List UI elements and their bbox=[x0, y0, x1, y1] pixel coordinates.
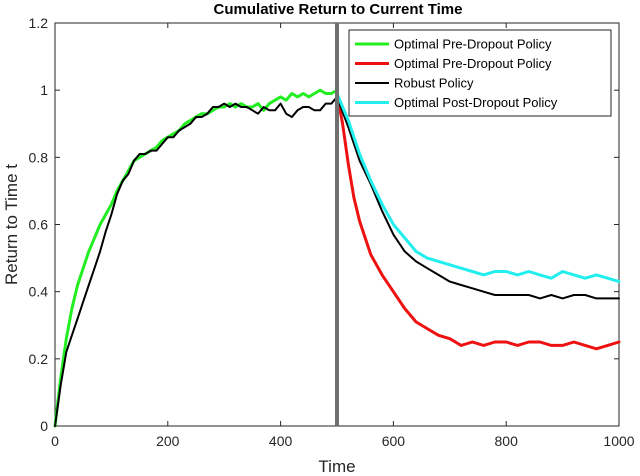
y-tick-label: 1.2 bbox=[29, 15, 49, 31]
x-tick-label: 800 bbox=[495, 433, 519, 449]
x-tick-layer: 0 200 400 600 800 1000 bbox=[51, 23, 635, 449]
legend-label-3: Optimal Post-Dropout Policy bbox=[394, 95, 558, 110]
chart-title: Cumulative Return to Current Time bbox=[214, 1, 463, 18]
legend: Optimal Pre-Dropout Policy Optimal Pre-Dr… bbox=[348, 29, 612, 117]
legend-label-2: Robust Policy bbox=[394, 76, 474, 91]
x-tick-label: 400 bbox=[269, 433, 293, 449]
y-tick-label: 0.4 bbox=[29, 284, 49, 300]
x-tick-label: 200 bbox=[156, 433, 180, 449]
y-tick-layer: 0 0.2 0.4 0.6 0.8 1 1.2 bbox=[29, 15, 619, 434]
y-tick-label: 0 bbox=[40, 418, 48, 434]
y-tick-label: 1 bbox=[40, 82, 48, 98]
y-tick-label: 0.6 bbox=[29, 217, 49, 233]
x-tick-label: 1000 bbox=[603, 433, 634, 449]
x-tick-label: 0 bbox=[51, 433, 59, 449]
legend-label-0: Optimal Pre-Dropout Policy bbox=[394, 37, 552, 52]
legend-box bbox=[348, 29, 612, 117]
y-tick-label: 0.8 bbox=[29, 149, 49, 165]
legend-label-1: Optimal Pre-Dropout Policy bbox=[394, 56, 552, 71]
y-axis-label: Return to Time t bbox=[2, 164, 21, 285]
x-axis-label: Time bbox=[318, 457, 355, 476]
x-tick-label: 600 bbox=[382, 433, 406, 449]
series-line-1 bbox=[335, 92, 621, 351]
series-line-2 bbox=[54, 95, 620, 427]
series-layer bbox=[53, 88, 621, 428]
series-line-3 bbox=[335, 92, 621, 284]
y-tick-label: 0.2 bbox=[29, 351, 49, 367]
